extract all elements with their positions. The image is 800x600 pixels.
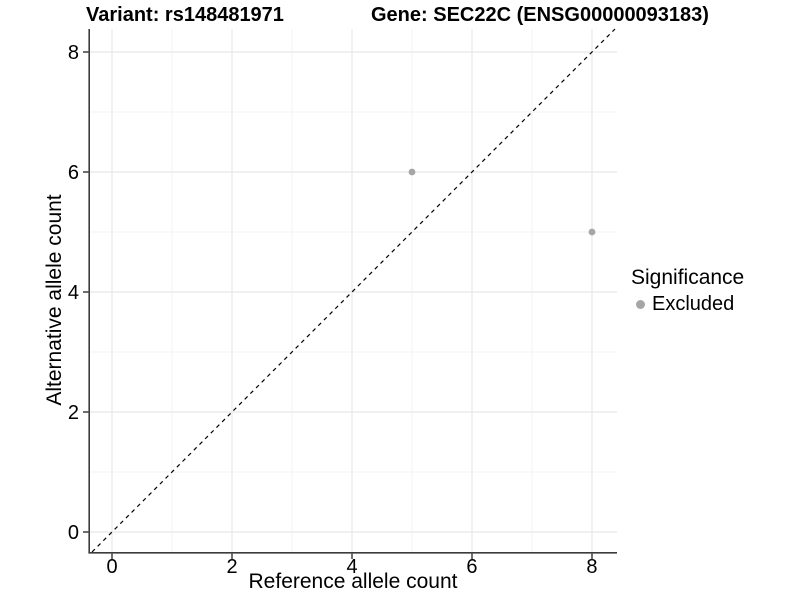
data-points bbox=[408, 168, 596, 236]
x-tick-label: 4 bbox=[346, 556, 357, 578]
y-axis-title: Alternative allele count bbox=[43, 194, 66, 406]
legend-title: Significance bbox=[631, 266, 745, 289]
grid-minor bbox=[90, 29, 617, 552]
data-point bbox=[408, 168, 416, 176]
legend: Significance Excluded bbox=[631, 266, 744, 316]
y-axis-ticks: 0 2 4 6 8 bbox=[68, 42, 89, 544]
legend-item-excluded: Excluded bbox=[631, 293, 744, 316]
identity-line bbox=[91, 28, 616, 553]
y-tick-label: 4 bbox=[68, 282, 79, 304]
circle-icon bbox=[636, 300, 645, 309]
plot-title-gene: Gene: SEC22C (ENSG00000093183) bbox=[371, 4, 709, 26]
y-tick-label: 6 bbox=[68, 162, 79, 184]
plot-title-variant: Variant: rs148481971 bbox=[86, 4, 284, 26]
axis-lines bbox=[88, 29, 617, 554]
y-tick-label: 0 bbox=[68, 522, 79, 544]
legend-item-label: Excluded bbox=[652, 293, 735, 315]
x-axis-title: Reference allele count bbox=[248, 570, 458, 593]
data-point bbox=[588, 228, 596, 236]
x-tick-label: 8 bbox=[586, 556, 597, 578]
y-tick-label: 8 bbox=[68, 42, 79, 64]
x-tick-label: 0 bbox=[106, 556, 117, 578]
x-tick-label: 2 bbox=[226, 556, 237, 578]
x-tick-label: 6 bbox=[466, 556, 477, 578]
y-tick-label: 2 bbox=[68, 402, 79, 424]
grid-major bbox=[90, 29, 617, 552]
x-axis-ticks: 0 2 4 6 8 bbox=[106, 553, 598, 578]
